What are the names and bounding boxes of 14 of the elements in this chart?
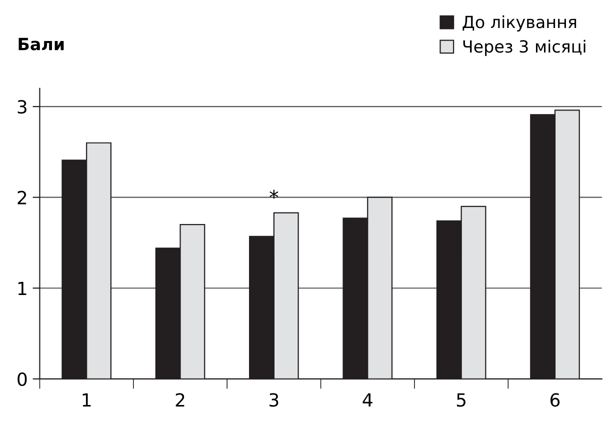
y-tick-label: 2 (18, 190, 26, 204)
x-tick-label: 5 (456, 393, 466, 407)
y-tick-label: 3 (18, 100, 26, 114)
x-tick-label: 6 (550, 393, 560, 407)
y-tick-label: 0 (18, 372, 27, 386)
x-tick-label: 1 (82, 393, 91, 407)
legend-label: Через 3 місяці (463, 40, 586, 56)
annotation: * (270, 190, 278, 199)
y-tick-label: 1 (18, 282, 26, 295)
x-tick-label: 4 (362, 393, 372, 407)
y-axis-title: Бали (18, 38, 64, 50)
x-tick-label: 2 (176, 393, 184, 407)
x-tick-label: 3 (270, 393, 278, 407)
legend-label: До лікування (462, 15, 576, 32)
